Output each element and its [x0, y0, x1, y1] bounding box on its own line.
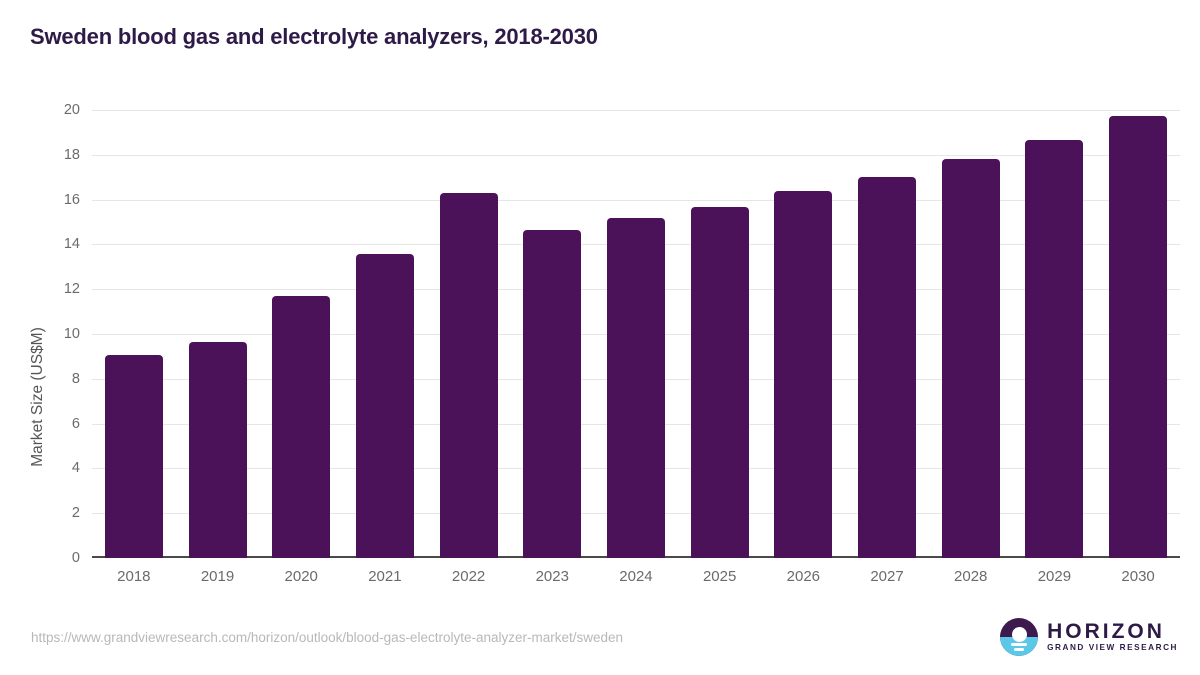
gridline	[92, 110, 1180, 111]
bar-slot	[762, 110, 846, 558]
horizon-logo-icon	[1000, 618, 1039, 656]
page-title: Sweden blood gas and electrolyte analyze…	[30, 24, 598, 49]
bar-2021[interactable]	[355, 254, 414, 558]
bar-2019[interactable]	[188, 341, 247, 558]
y-axis-tick-label: 14	[63, 236, 80, 253]
y-axis-tick-label: 2	[71, 505, 80, 522]
bar-2028[interactable]	[941, 159, 1000, 558]
bar-slot	[678, 110, 762, 558]
bar-2020[interactable]	[272, 295, 331, 558]
x-axis-tick-label: 2022	[451, 568, 486, 585]
horizon-logo[interactable]: HORIZON GRAND VIEW RESEARCH	[1000, 616, 1178, 658]
bar-slot	[929, 110, 1013, 558]
y-axis-tick-label: 4	[71, 460, 80, 477]
bar-series	[92, 110, 1180, 558]
bar-slot	[1096, 110, 1180, 558]
bar-2025[interactable]	[690, 207, 749, 558]
y-axis-tick-label: 18	[63, 146, 80, 163]
y-axis-label: Market Size (US$M)	[29, 327, 46, 467]
bar-slot	[427, 110, 511, 558]
y-axis-tick-label: 20	[63, 102, 80, 118]
bar-slot	[594, 110, 678, 558]
bar-slot	[1013, 110, 1097, 558]
y-axis-tick-label: 0	[71, 550, 80, 566]
bar-slot	[845, 110, 929, 558]
bar-slot	[343, 110, 427, 558]
x-axis-tick-label: 2029	[1037, 568, 1072, 585]
bar-2024[interactable]	[606, 217, 665, 558]
y-axis-tick-label: 10	[63, 326, 80, 342]
y-axis-tick-label: 12	[63, 281, 80, 298]
x-axis-tick-label: 2025	[702, 568, 737, 585]
bar-2018[interactable]	[104, 355, 163, 558]
x-axis-tick-label: 2018	[117, 568, 151, 585]
bar-slot	[510, 110, 594, 558]
y-axis-tick-label: 8	[71, 370, 80, 387]
source-url[interactable]: https://www.grandviewresearch.com/horizo…	[31, 630, 624, 645]
x-axis-tick-label: 2019	[200, 568, 235, 585]
bar-2029[interactable]	[1025, 140, 1084, 558]
y-axis-tick-label: 16	[63, 191, 80, 208]
bar-2023[interactable]	[523, 229, 582, 558]
x-axis-tick-label: 2028	[954, 568, 988, 585]
x-axis-tick-label: 2027	[870, 568, 904, 585]
horizon-logo-text: HORIZON GRAND VIEW RESEARCH	[1047, 619, 1178, 654]
gridline	[92, 199, 1180, 201]
x-axis-tick-label: 2024	[619, 568, 653, 585]
bar-2027[interactable]	[858, 177, 917, 558]
x-axis-tick-label: 2026	[786, 568, 821, 585]
bar-2026[interactable]	[774, 190, 833, 558]
bar-2022[interactable]	[439, 192, 498, 558]
bar-slot	[176, 110, 260, 558]
gridline	[92, 154, 1180, 156]
x-axis-tick-label: 2030	[1121, 568, 1155, 585]
bar-2030[interactable]	[1109, 115, 1168, 558]
x-axis-tick-label: 2020	[284, 568, 318, 585]
x-axis-tick-label: 2023	[535, 568, 569, 585]
x-axis-tick-group: 2018 2019 2020 2021 2022 2023 2024 2025 2026 2027…	[92, 562, 1180, 596]
logo-tagline: GRAND VIEW RESEARCH	[1047, 642, 1178, 652]
bar-slot	[259, 110, 343, 558]
x-axis-tick-label: 2021	[368, 568, 402, 585]
y-axis-tick-group: Market Size (US$M) 0 2 4 6 8 10 12 14 16 18 20	[12, 102, 80, 566]
y-axis-tick-label: 6	[71, 415, 80, 432]
bar-slot	[92, 110, 176, 558]
logo-wordmark: HORIZON	[1047, 619, 1165, 643]
